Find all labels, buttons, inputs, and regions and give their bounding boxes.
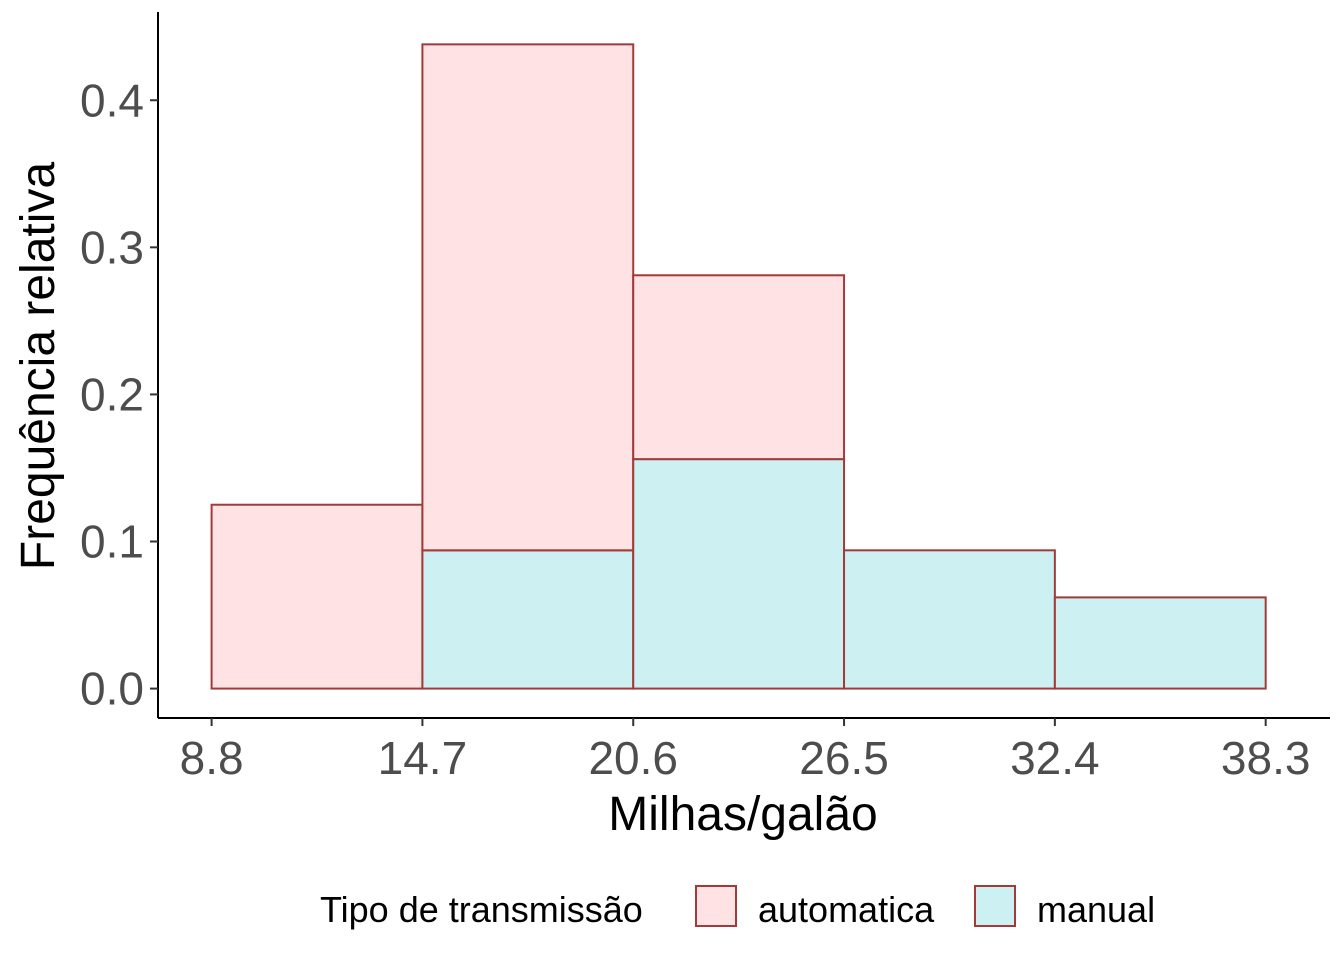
bar-manual-bin-3 (632, 458, 846, 690)
histogram-bars (210, 43, 1267, 690)
bar-manual-bin-5 (1053, 596, 1267, 690)
x-tick-label: 20.6 (588, 732, 678, 784)
bar-manual-bin-2 (421, 549, 635, 690)
y-tick-label: 0.0 (80, 663, 144, 715)
y-tick-label: 0.3 (80, 221, 144, 273)
x-axis-title: Milhas/galão (608, 788, 877, 841)
legend-key-automatica (695, 885, 737, 927)
x-tick-label: 26.5 (799, 732, 889, 784)
legend-label-manual: manual (1037, 889, 1155, 930)
y-tick-label: 0.1 (80, 516, 144, 568)
y-tick-label: 0.2 (80, 368, 144, 420)
bar-automatica-bin-2 (421, 43, 635, 552)
bar-automatica-bin-3 (632, 274, 846, 461)
bar-automatica-bin-1 (210, 503, 424, 690)
x-tick-label: 8.8 (180, 732, 244, 784)
legend-key-manual (974, 885, 1016, 927)
legend: Tipo de transmissão automatica manual (320, 885, 1155, 930)
y-axis-title: Frequência relativa (12, 162, 65, 571)
legend-title: Tipo de transmissão (320, 889, 643, 930)
x-tick-label: 32.4 (1010, 732, 1100, 784)
axes (150, 12, 1330, 726)
tick-labels: 0.0 0.1 0.2 0.3 0.4 8.8 14.7 20.6 26.5 32.4 38.3 (80, 74, 1310, 784)
legend-label-automatica: automatica (758, 889, 935, 930)
y-tick-label: 0.4 (80, 74, 144, 126)
x-tick-label: 38.3 (1221, 732, 1311, 784)
x-tick-label: 14.7 (378, 732, 468, 784)
bar-manual-bin-4 (843, 549, 1056, 690)
